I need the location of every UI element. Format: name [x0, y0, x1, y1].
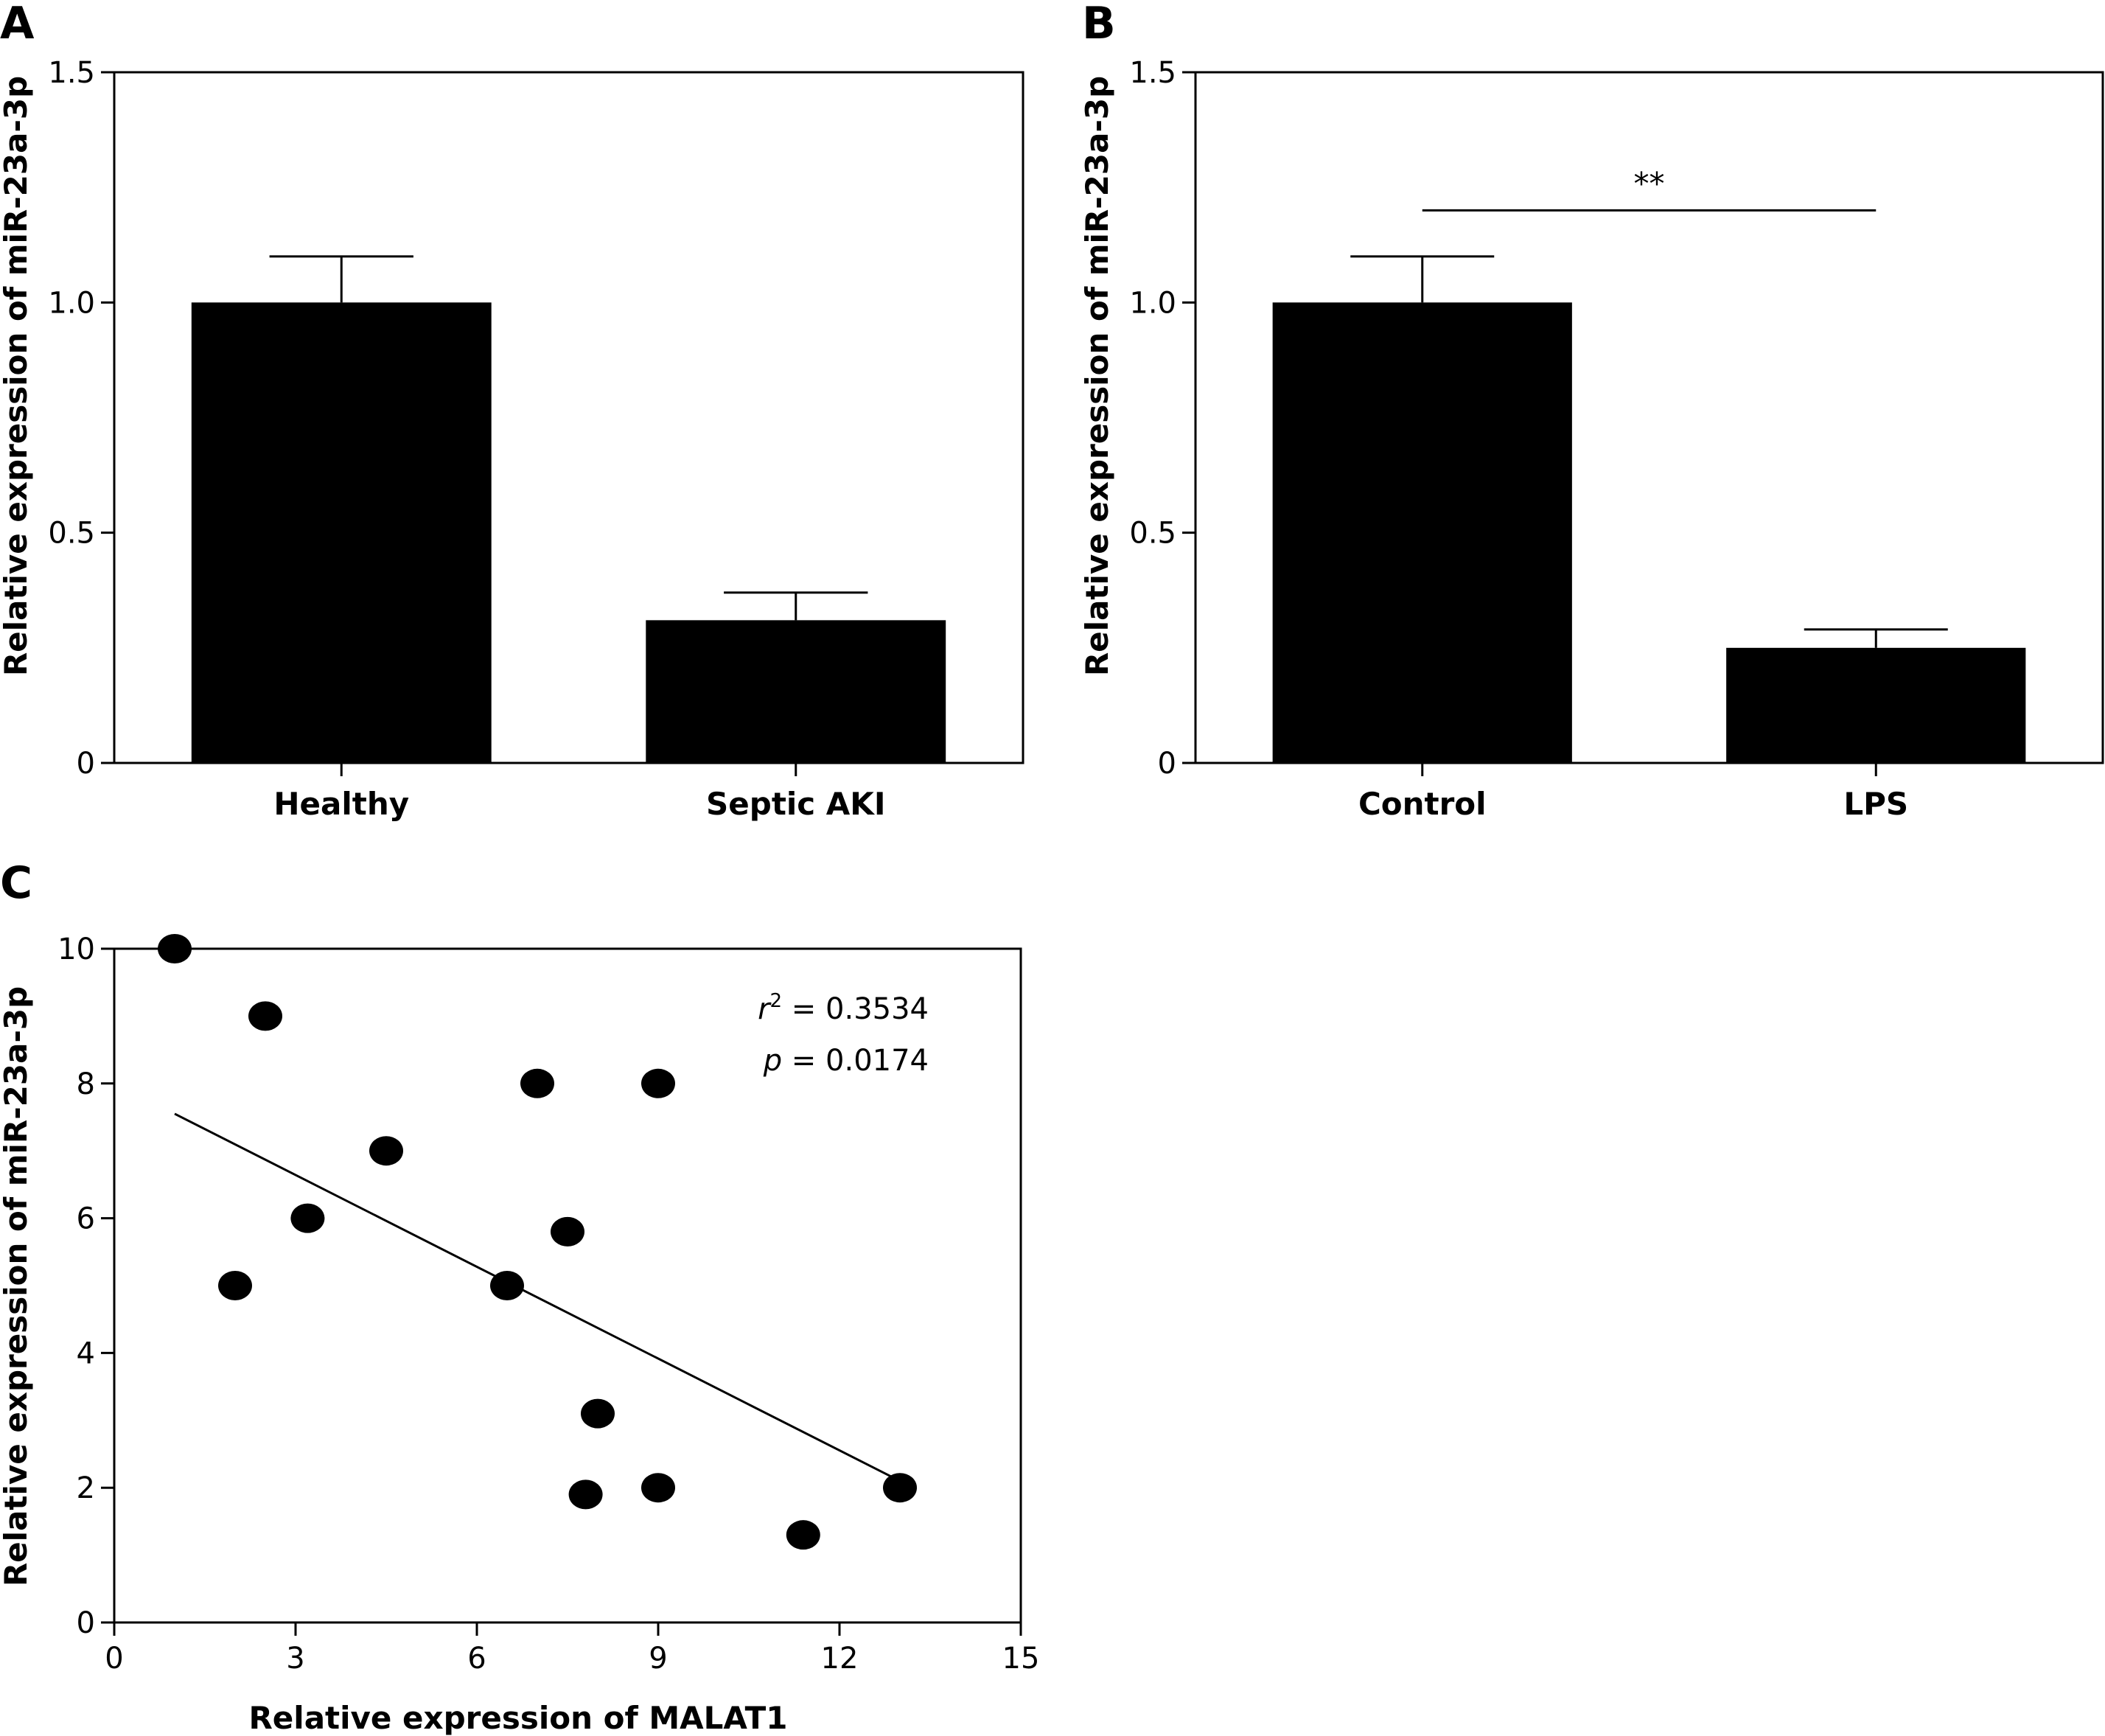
- scatter-point: [248, 1001, 282, 1031]
- y-tick-label: 1.0: [48, 286, 95, 320]
- panel-a-y-ticks: 0 0.5 1.0 1.5: [48, 56, 114, 781]
- x-tick-label: 6: [467, 1642, 486, 1676]
- r-symbol: r: [758, 992, 772, 1026]
- x-tick-label: 0: [105, 1642, 123, 1676]
- panel-a-bars: [191, 255, 946, 763]
- y-tick-label: 0.5: [48, 517, 95, 551]
- scatter-point: [290, 1203, 325, 1233]
- p-value: = 0.0174: [782, 1044, 929, 1078]
- x-tick-label: 12: [821, 1642, 859, 1676]
- scatter-point: [551, 1216, 584, 1247]
- scatter-point: [568, 1479, 603, 1510]
- y-tick-label: 0: [77, 1606, 95, 1640]
- y-tick-label: 2: [77, 1471, 95, 1505]
- scatter-point: [786, 1520, 820, 1550]
- bar-lps: [1726, 647, 2026, 763]
- scatter-point: [883, 1473, 917, 1503]
- regression-line: [174, 1112, 901, 1482]
- scatter-point: [641, 1068, 675, 1098]
- y-tick-label: 1.5: [48, 56, 95, 90]
- y-tick-label: 8: [77, 1067, 95, 1101]
- panel-c-points: [158, 934, 917, 1550]
- x-category-label: LPS: [1843, 786, 1908, 822]
- panel-c-plot-frame: [113, 947, 1022, 1624]
- bar-septic-aki: [646, 620, 946, 763]
- panel-a-plot-frame: [113, 71, 1024, 764]
- y-tick-label: 0.5: [1129, 517, 1176, 551]
- x-tick-label: 15: [1002, 1642, 1040, 1676]
- panel-c-regression: [174, 1112, 901, 1482]
- y-tick-label: 1.5: [1129, 56, 1176, 90]
- r-squared-annotation: r2 = 0.3534: [758, 990, 929, 1026]
- panel-b-bars: [1272, 255, 2026, 763]
- panel-b: B Relative expression of miR-23a-3p 0 0.5…: [1079, 0, 2104, 822]
- x-category-label: Septic AKI: [706, 786, 885, 822]
- y-tick-label: 10: [57, 933, 95, 966]
- panel-b-significance: **: [1422, 165, 1877, 212]
- bar-control: [1272, 302, 1572, 763]
- y-tick-label: 6: [77, 1202, 95, 1236]
- y-tick-label: 0: [77, 747, 95, 781]
- x-tick-label: 3: [286, 1642, 304, 1676]
- panel-c-annotations: r2 = 0.3534 p = 0.0174: [758, 990, 929, 1078]
- scatter-point: [369, 1136, 403, 1166]
- y-tick-label: 1.0: [1129, 286, 1176, 320]
- panel-b-x-labels: Control LPS: [1358, 763, 1908, 822]
- panel-a-x-labels: Healthy Septic AKI: [273, 763, 885, 822]
- r-squared-value: = 0.3534: [782, 992, 929, 1026]
- panel-c-y-axis-title: Relative expression of miR-23a-3p: [0, 986, 34, 1586]
- panel-b-y-ticks: 0 0.5 1.0 1.5: [1129, 56, 1195, 781]
- panel-c-x-ticks: 0 3 6 9 12 15: [105, 1622, 1039, 1676]
- panel-b-label: B: [1082, 0, 1116, 49]
- scatter-point: [490, 1271, 524, 1300]
- bar-healthy: [191, 302, 492, 763]
- panel-c-y-ticks: 0 2 4 6 8 10: [57, 933, 114, 1640]
- significance-label: **: [1634, 165, 1665, 201]
- panel-a-label: A: [0, 0, 35, 49]
- panel-a: A Relative expression of miR-23a-3p 0 0.5…: [0, 0, 1024, 822]
- panel-b-y-axis-title: Relative expression of miR-23a-3p: [1079, 76, 1115, 676]
- p-symbol: p: [763, 1044, 782, 1078]
- y-tick-label: 4: [77, 1336, 95, 1370]
- panel-b-plot-frame: [1194, 71, 2104, 764]
- x-tick-label: 9: [649, 1642, 667, 1676]
- x-category-label: Control: [1358, 786, 1487, 822]
- x-category-label: Healthy: [273, 786, 409, 822]
- scatter-point: [581, 1398, 615, 1429]
- panel-c-x-axis-title: Relative expression of MALAT1: [248, 1700, 787, 1736]
- scatter-point: [218, 1271, 252, 1300]
- r-squared-superscript: 2: [770, 990, 783, 1012]
- scatter-point: [520, 1068, 554, 1098]
- panel-c-label: C: [0, 857, 32, 909]
- panel-c: C Relative expression of miR-23a-3p Rela…: [0, 857, 1039, 1736]
- p-value-annotation: p = 0.0174: [763, 1044, 929, 1078]
- y-tick-label: 0: [1158, 747, 1176, 781]
- panel-a-y-axis-title: Relative expression of miR-23a-3p: [0, 76, 34, 676]
- scatter-point: [158, 934, 192, 963]
- scatter-point: [641, 1473, 675, 1503]
